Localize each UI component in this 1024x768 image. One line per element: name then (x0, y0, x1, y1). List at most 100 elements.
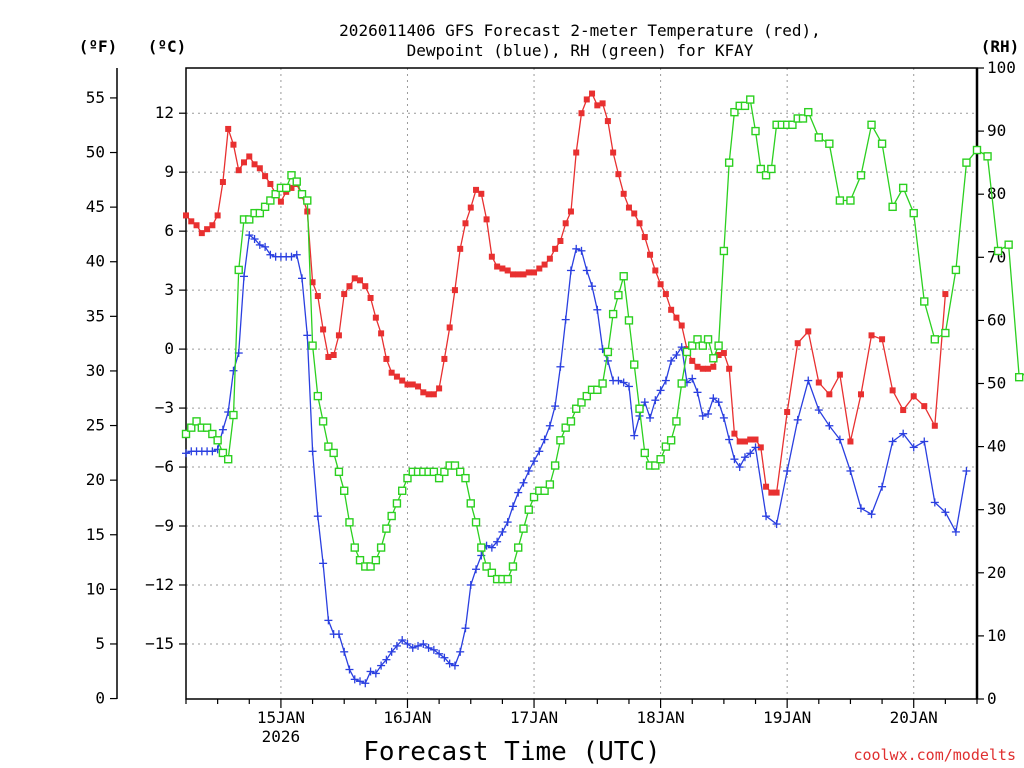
rh-point (229, 410, 238, 420)
rh-point (340, 486, 349, 495)
celsius-tick-label: −12 (145, 575, 174, 594)
dewpoint-point (440, 653, 449, 662)
dewpoint-point (392, 641, 401, 650)
dewpoint-point (324, 616, 333, 625)
temperature-point (768, 489, 775, 496)
celsius-unit-label: (ºC) (148, 37, 187, 56)
rh-point (281, 183, 291, 193)
dewpoint-point (334, 630, 343, 639)
temperature-point (314, 293, 321, 300)
dewpoint-point (714, 398, 723, 407)
temperature-point (763, 483, 770, 490)
temperature-point (372, 314, 379, 321)
dewpoint-point (472, 565, 481, 574)
dewpoint-point (614, 376, 623, 385)
dewpoint-point (382, 655, 391, 664)
rh-point (624, 316, 634, 325)
temperature-point (214, 212, 221, 219)
rh-point (255, 208, 265, 218)
temperature-point (847, 438, 854, 445)
rh-point (376, 543, 386, 552)
rh-point (577, 398, 586, 407)
fahrenheit-tick-label: 50 (86, 143, 105, 162)
rh-point (825, 139, 834, 148)
x-axis-label: Forecast Time (UTC) (363, 737, 660, 767)
temperature-point (652, 267, 659, 274)
dewpoint-point (835, 435, 844, 444)
rh-point (324, 442, 333, 451)
dewpoint-point (408, 643, 417, 652)
dewpoint-point (561, 315, 570, 324)
temperature-point (335, 332, 342, 339)
dewpoint-point (619, 378, 628, 387)
dewpoint-point (498, 527, 507, 536)
temperature-point (457, 245, 464, 252)
temperature-point (699, 365, 706, 372)
dewpoint-point (266, 250, 275, 259)
rh-point (677, 379, 686, 388)
temperature-point (267, 180, 274, 187)
temperature-point (546, 255, 553, 262)
rh-point (187, 423, 196, 432)
dewpoint-point (545, 421, 554, 430)
temperature-point (536, 265, 543, 272)
rh-point (951, 265, 961, 275)
temperature-point (879, 336, 886, 343)
grid-lines (186, 68, 977, 699)
temperature-point (235, 167, 242, 174)
dewpoint-point (930, 498, 939, 507)
dewpoint-point (888, 437, 897, 446)
temperature-point (731, 430, 738, 437)
temperature-point (209, 222, 216, 229)
rh-point (993, 246, 1003, 256)
x-tick-label: 16JAN (383, 708, 431, 727)
temperature-point (631, 210, 638, 217)
rh-point (398, 486, 407, 495)
temperature-point (857, 391, 864, 398)
temperature-point (409, 381, 416, 388)
dewpoint-point (530, 457, 539, 466)
dewpoint-point (725, 435, 734, 444)
fahrenheit-tick-label: 25 (86, 416, 105, 435)
celsius-tick-label: 12 (155, 103, 174, 122)
temperature-point (251, 161, 258, 168)
rh-point (540, 486, 549, 495)
dewpoint-point (730, 455, 739, 464)
series-line (185, 98, 1024, 580)
temperature-point (415, 383, 422, 390)
rh-point (456, 467, 465, 477)
rh-point (482, 562, 491, 571)
rh-point (519, 524, 528, 533)
dewpoint-point (466, 580, 475, 589)
chart-title-line-1: 2026011406 GFS Forecast 2-meter Temperat… (339, 21, 821, 40)
temperature-point (910, 393, 917, 400)
temperature-point (557, 237, 564, 244)
temperature-point (446, 324, 453, 331)
dewpoint-point (292, 250, 301, 259)
dewpoint-point (419, 639, 428, 648)
celsius-tick-label: −3 (155, 398, 174, 417)
temperature-point (262, 173, 269, 180)
rh-point (550, 461, 560, 470)
dewpoint-point (414, 641, 423, 650)
rh-point (429, 467, 439, 477)
temperature-point (346, 283, 353, 290)
temperature-point (399, 377, 406, 384)
dewpoint-point (524, 466, 533, 475)
temperature-point (900, 407, 907, 414)
dewpoint-point (182, 449, 190, 458)
rh-point (746, 95, 755, 104)
dewpoint-point (693, 388, 702, 397)
rh-point (909, 208, 918, 218)
dewpoint-point (245, 231, 254, 240)
dewpoint-point (677, 343, 686, 352)
rh-point (392, 499, 402, 508)
rh-point (350, 543, 359, 552)
dewpoint-point (456, 647, 465, 656)
data-series (181, 90, 1024, 688)
rh-point (514, 543, 523, 552)
dewpoint-point (350, 675, 359, 684)
temperature-point (198, 230, 205, 237)
rh-point (487, 568, 497, 577)
rh-point (867, 120, 876, 129)
